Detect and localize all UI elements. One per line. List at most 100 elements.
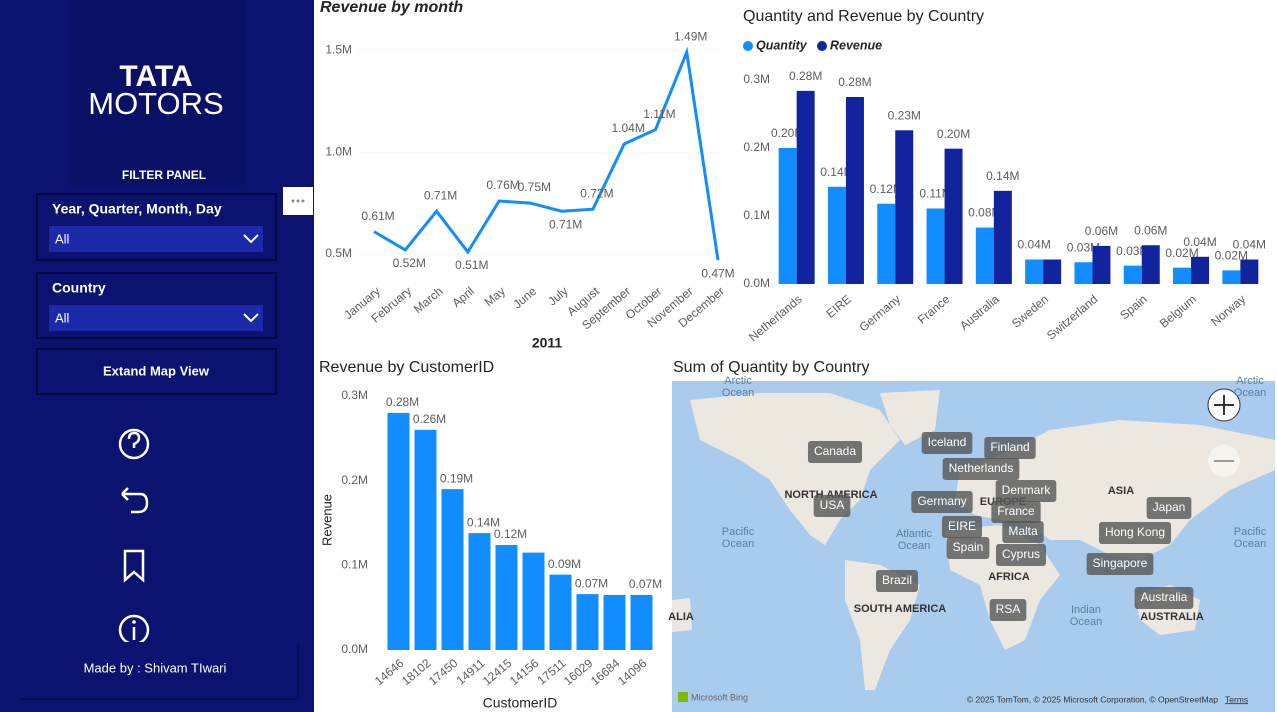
bar	[441, 489, 464, 650]
y-tick-label: 0.3M	[743, 72, 770, 86]
data-label: 0.72M	[580, 186, 613, 200]
country-label: Singapore	[1093, 556, 1148, 570]
data-label: 0.28M	[789, 69, 822, 83]
region-label: NORTH AMERICA	[784, 489, 877, 501]
data-label: 0.26M	[413, 412, 446, 426]
x-tick-label: France	[915, 292, 953, 327]
country-label-box	[946, 537, 990, 559]
dropdown[interactable]	[49, 226, 263, 252]
x-tick-label: May	[482, 284, 508, 309]
bar	[926, 208, 945, 284]
bar	[630, 594, 653, 650]
data-label: 0.08M	[968, 206, 1001, 220]
region-label: ASIA	[1108, 485, 1134, 497]
region-label: SOUTH AMERICA	[854, 603, 947, 615]
country-label: RSA	[996, 602, 1021, 616]
logo-line: TATA	[119, 60, 192, 93]
y-tick-label: 0.0M	[341, 642, 368, 656]
country-label: Iceland	[928, 435, 967, 449]
country-label-box	[991, 501, 1041, 523]
region-label: ALIA	[668, 611, 694, 623]
ocean-label: Arctic	[724, 375, 752, 387]
y-tick-label: 0.1M	[743, 208, 770, 222]
zoom-in-icon	[1214, 395, 1234, 415]
ocean-label: Indian	[1071, 604, 1101, 616]
country-label-box	[875, 570, 919, 592]
country-label-box	[911, 491, 973, 513]
logo-line: MOTORS	[88, 86, 224, 121]
y-tick-label: 0.2M	[341, 473, 368, 487]
x-tick-label: 12415	[480, 656, 515, 688]
data-label: 0.76M	[486, 178, 519, 192]
ocean-label: Pacific	[1234, 526, 1267, 538]
x-axis-title: CustomerID	[483, 695, 558, 711]
x-tick-label: March	[411, 284, 446, 316]
x-tick-label: 16684	[588, 656, 623, 688]
x-tick-label: Spain	[1117, 292, 1150, 322]
country-label: Cyprus	[1002, 547, 1040, 561]
data-label: 0.11M	[919, 187, 951, 201]
x-tick-label: 14156	[507, 656, 542, 688]
bar	[1191, 256, 1210, 284]
country-label: Japan	[1153, 500, 1186, 514]
data-label: 0.02M	[1165, 246, 1198, 260]
filter-label: Country	[52, 280, 106, 296]
country-label: Hong Kong	[1105, 525, 1165, 539]
data-label: 0.03M	[1067, 240, 1100, 254]
country-label: Australia	[1141, 590, 1188, 604]
dropdown[interactable]	[49, 305, 263, 331]
x-tick-label: 17511	[535, 656, 569, 688]
dropdown-value: All	[55, 231, 70, 246]
x-tick-label: Australia	[957, 292, 1002, 333]
panel-title: FILTER PANEL	[122, 168, 206, 182]
bar	[993, 190, 1012, 284]
country-label-box	[921, 432, 973, 454]
more-dots	[291, 199, 305, 203]
data-label: 0.51M	[455, 258, 488, 272]
country-label: Spain	[953, 540, 984, 554]
country-label-box	[1098, 522, 1172, 544]
x-tick-label: April	[449, 284, 476, 310]
y-tick-label: 1.0M	[325, 144, 352, 158]
x-tick-label: June	[510, 284, 539, 312]
credit-box	[18, 642, 297, 698]
data-label: 1.11M	[643, 107, 675, 121]
country-label-box	[984, 437, 1036, 459]
data-label: 0.20M	[937, 127, 970, 141]
x-tick-label: 14646	[372, 656, 407, 688]
bar	[845, 97, 864, 284]
x-tick-label: Norway	[1208, 292, 1248, 329]
icons	[118, 428, 150, 646]
button-label: Extand Map View	[103, 363, 210, 378]
x-tick-label: 14096	[615, 656, 650, 688]
bar	[895, 130, 914, 284]
data-label: 0.14M	[986, 169, 1019, 183]
bar	[468, 533, 491, 650]
x-tick-label: Belgium	[1157, 292, 1199, 331]
data-label: 0.28M	[838, 75, 871, 89]
data-label: 0.06M	[1085, 224, 1118, 238]
bar	[549, 574, 572, 650]
x-tick-label: EIRE	[823, 292, 853, 321]
x-tick-label: Switzerland	[1044, 292, 1101, 343]
country-label: Denmark	[1002, 483, 1052, 497]
x-tick-label: Sweden	[1009, 292, 1051, 331]
data-label: 0.07M	[629, 577, 662, 591]
bar	[1123, 265, 1142, 284]
bar	[1173, 267, 1192, 284]
country-label-box	[1146, 497, 1192, 519]
data-label: 0.75M	[518, 180, 551, 194]
bar	[603, 594, 626, 650]
map-terms[interactable]: Terms	[1225, 694, 1248, 704]
button[interactable]	[36, 348, 277, 395]
y-tick-label: 0.5M	[325, 246, 352, 260]
country-label: Brazil	[882, 573, 912, 587]
data-label: 1.04M	[612, 121, 645, 135]
data-label: 0.47M	[701, 266, 734, 280]
country-label-box	[995, 544, 1047, 566]
ocean-label: Ocean	[1070, 616, 1102, 628]
data-label: 0.12M	[494, 527, 527, 541]
x-tick-label: Netherlands	[746, 292, 805, 344]
country-label-box	[989, 599, 1027, 621]
bar	[778, 148, 797, 284]
